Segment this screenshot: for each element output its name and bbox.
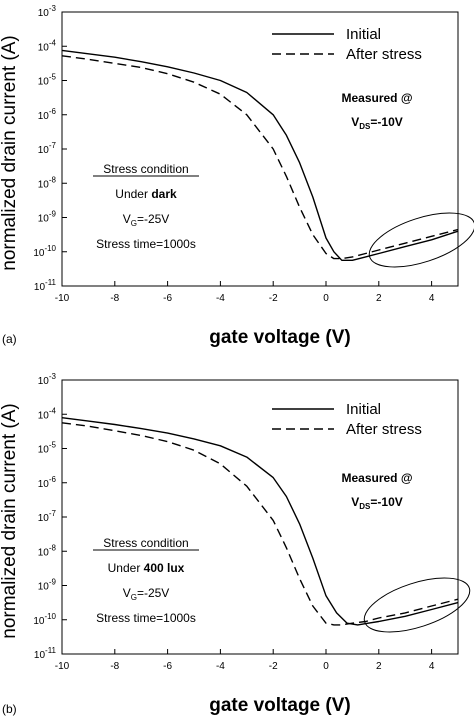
legend-label: After stress	[346, 421, 422, 438]
x-tick-label: 4	[429, 661, 435, 672]
y-tick-label: 10-3	[38, 372, 57, 387]
x-tick-label: -10	[55, 293, 70, 304]
y-tick-label: 10-3	[38, 4, 57, 19]
y-tick-label: 10-8	[38, 175, 57, 190]
y-tick-label: 10-4	[38, 406, 57, 421]
y-axis-label: normalized drain current (A)	[0, 403, 20, 638]
x-tick-label: -8	[110, 661, 119, 672]
stress-condition-under: Under dark	[115, 187, 177, 201]
y-tick-label: 10-10	[33, 612, 56, 627]
stress-condition-under: Under 400 lux	[108, 561, 185, 575]
x-tick-label: 0	[323, 293, 329, 304]
y-tick-label: 10-6	[38, 107, 57, 122]
y-tick-label: 10-5	[38, 441, 57, 456]
measured-annotation-line1: Measured @	[341, 91, 412, 105]
y-tick-label: 10-8	[38, 543, 57, 558]
y-tick-label: 10-6	[38, 475, 57, 490]
x-tick-label: -4	[216, 661, 225, 672]
measured-annotation-line2: VDS=-10V	[351, 495, 403, 511]
y-tick-label: 10-11	[34, 278, 57, 293]
y-tick-label: 10-5	[38, 73, 57, 88]
x-axis-label: gate voltage (V)	[209, 327, 350, 348]
x-tick-label: -6	[163, 293, 172, 304]
x-tick-label: 2	[376, 293, 382, 304]
panel-label: (b)	[2, 702, 17, 716]
measured-annotation-line1: Measured @	[341, 471, 412, 485]
x-tick-label: 2	[376, 661, 382, 672]
y-tick-label: 10-11	[34, 646, 57, 661]
series-line-after-stress	[61, 422, 459, 626]
x-tick-label: -2	[269, 293, 278, 304]
stress-condition-vg: VG=-25V	[123, 586, 170, 602]
y-tick-label: 10-9	[38, 210, 57, 225]
series-line-initial	[61, 417, 459, 626]
stress-condition-time: Stress time=1000s	[96, 611, 196, 625]
highlight-ellipse	[363, 577, 471, 633]
legend-label: Initial	[346, 26, 381, 43]
chart-panel-a: 10-11 10-10 10-9 10-8 10-7 10-6 10-5 10-4 10-3 -1…	[0, 4, 474, 348]
panel-label: (a)	[2, 332, 17, 346]
x-axis-label: gate voltage (V)	[209, 695, 350, 716]
x-tick-label: 0	[323, 661, 329, 672]
y-axis-label: normalized drain current (A)	[0, 35, 20, 270]
stress-condition-title: Stress condition	[103, 162, 188, 176]
stress-condition-time: Stress time=1000s	[96, 237, 196, 251]
y-tick-label: 10-7	[38, 141, 57, 156]
x-tick-label: -4	[216, 293, 225, 304]
series-line-initial	[61, 49, 459, 261]
measured-annotation-line2: VDS=-10V	[351, 115, 403, 131]
x-tick-label: -10	[55, 661, 70, 672]
y-tick-label: 10-7	[38, 509, 57, 524]
y-tick-label: 10-4	[38, 38, 57, 53]
legend-label: After stress	[346, 46, 422, 63]
series-line-after-stress	[61, 55, 459, 260]
x-tick-label: 4	[429, 293, 435, 304]
chart-panel-b: 10-11 10-10 10-9 10-8 10-7 10-6 10-5 10-4 10-3 -1…	[0, 372, 471, 716]
legend-label: Initial	[346, 401, 381, 418]
stress-condition-vg: VG=-25V	[123, 212, 170, 228]
x-tick-label: -2	[269, 661, 278, 672]
y-tick-label: 10-9	[38, 578, 57, 593]
x-tick-label: -6	[163, 661, 172, 672]
x-tick-label: -8	[110, 293, 119, 304]
y-tick-label: 10-10	[33, 244, 56, 259]
stress-condition-title: Stress condition	[103, 536, 188, 550]
highlight-ellipse	[368, 212, 474, 268]
